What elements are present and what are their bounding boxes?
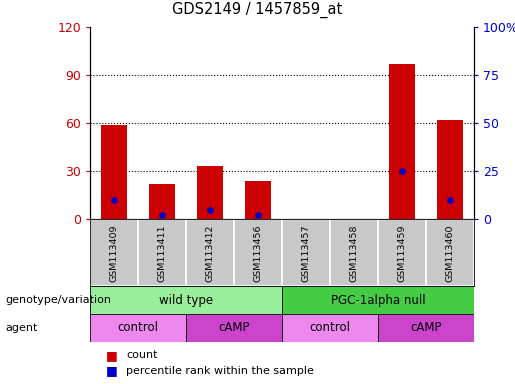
Bar: [101, 125, 127, 219]
Point: [398, 168, 406, 174]
Text: cAMP: cAMP: [410, 321, 441, 334]
Bar: [282, 219, 330, 286]
Bar: [138, 219, 186, 286]
Text: wild type: wild type: [159, 294, 213, 307]
Text: ■: ■: [106, 349, 117, 362]
Text: GSM113411: GSM113411: [158, 224, 166, 281]
Bar: [90, 286, 282, 314]
Text: GSM113458: GSM113458: [349, 224, 358, 281]
Bar: [186, 314, 282, 342]
Text: control: control: [310, 321, 350, 334]
Text: agent: agent: [5, 323, 38, 333]
Point: [445, 197, 454, 203]
Text: GSM113459: GSM113459: [398, 224, 406, 281]
Text: GSM113456: GSM113456: [253, 224, 263, 281]
Point: [206, 207, 214, 213]
Bar: [389, 64, 415, 219]
Text: GSM113412: GSM113412: [205, 224, 215, 281]
Text: GDS2149 / 1457859_at: GDS2149 / 1457859_at: [173, 2, 342, 18]
Text: GSM113460: GSM113460: [445, 224, 454, 281]
Bar: [90, 219, 138, 286]
Text: genotype/variation: genotype/variation: [5, 295, 111, 305]
Text: percentile rank within the sample: percentile rank within the sample: [126, 366, 314, 376]
Bar: [437, 120, 463, 219]
Text: GSM113409: GSM113409: [110, 224, 118, 281]
Bar: [149, 184, 175, 219]
Bar: [90, 314, 186, 342]
Bar: [245, 181, 271, 219]
Text: cAMP: cAMP: [218, 321, 250, 334]
Text: count: count: [126, 350, 158, 360]
Point: [110, 197, 118, 203]
Text: ■: ■: [106, 364, 117, 377]
Bar: [282, 286, 474, 314]
Bar: [330, 219, 378, 286]
Bar: [378, 314, 474, 342]
Point: [254, 212, 262, 218]
Bar: [378, 219, 426, 286]
Bar: [197, 167, 223, 219]
Point: [158, 212, 166, 218]
Text: control: control: [117, 321, 159, 334]
Bar: [426, 219, 474, 286]
Text: PGC-1alpha null: PGC-1alpha null: [331, 294, 425, 307]
Bar: [282, 314, 378, 342]
Bar: [186, 219, 234, 286]
Text: GSM113457: GSM113457: [301, 224, 311, 281]
Bar: [234, 219, 282, 286]
